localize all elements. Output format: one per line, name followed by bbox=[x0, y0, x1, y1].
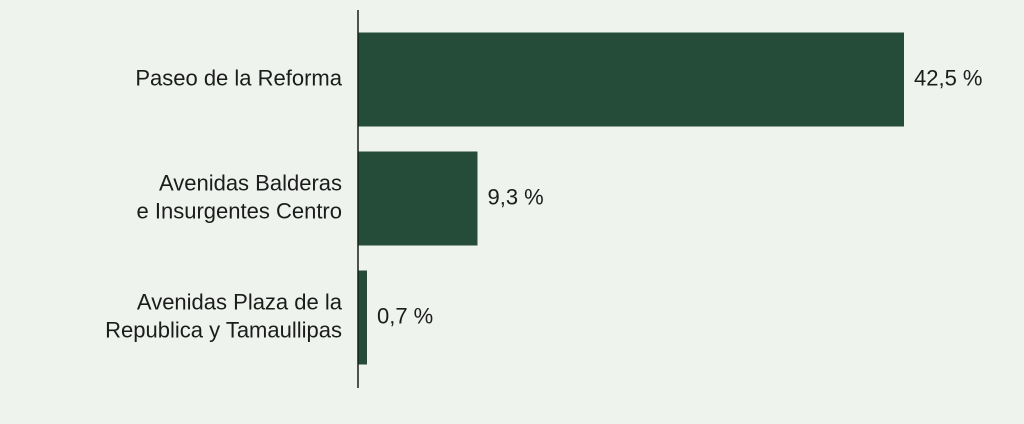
category-label: Paseo de la Reforma bbox=[135, 65, 342, 90]
value-label: 9,3 % bbox=[487, 184, 543, 209]
value-label: 0,7 % bbox=[377, 303, 433, 328]
category-label-line: Avenidas Plaza de la bbox=[137, 289, 343, 314]
category-label-line: e Insurgentes Centro bbox=[137, 198, 342, 223]
category-label: Avenidas Balderas e Insurgentes Centro bbox=[137, 170, 342, 223]
category-label: Avenidas Plaza de la Republica y Tamaulli… bbox=[105, 289, 343, 342]
value-label: 42,5 % bbox=[914, 65, 983, 90]
bar bbox=[358, 270, 367, 365]
category-label-line: Paseo de la Reforma bbox=[135, 65, 342, 90]
category-label-line: Avenidas Balderas bbox=[159, 170, 342, 195]
bar bbox=[358, 32, 904, 127]
bar bbox=[358, 151, 478, 246]
category-label-line: Republica y Tamaullipas bbox=[105, 317, 342, 342]
